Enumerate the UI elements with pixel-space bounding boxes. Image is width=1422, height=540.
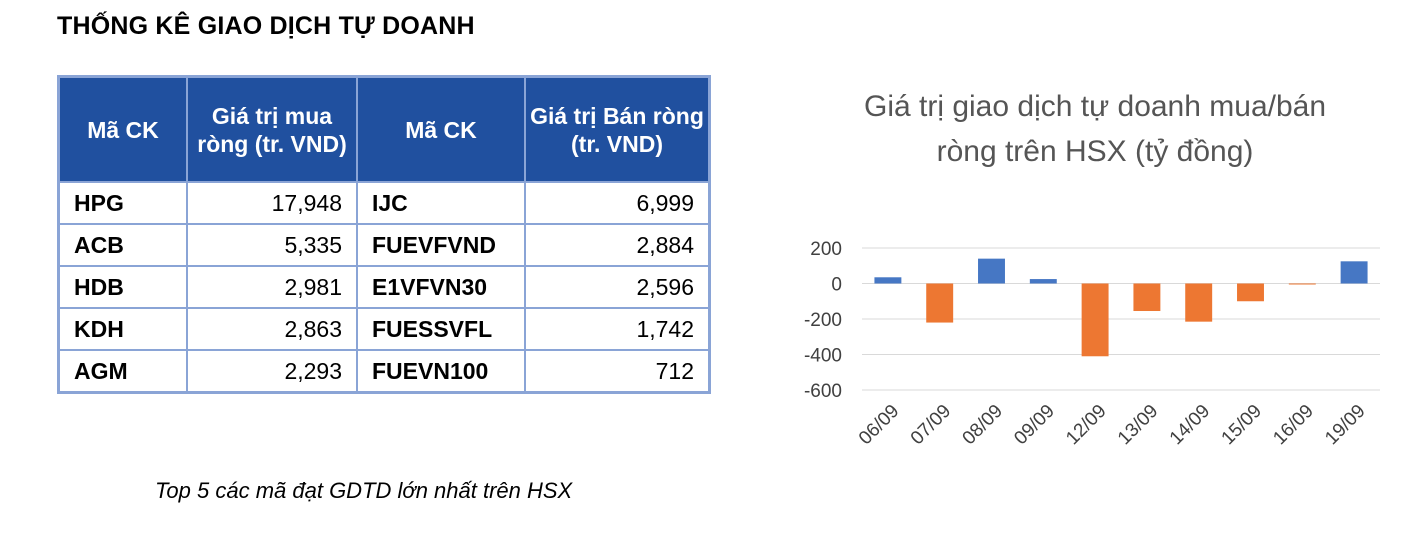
table-cell: 2,293: [186, 349, 358, 394]
bar: [1288, 283, 1316, 285]
x-tick-label: 14/09: [1166, 401, 1214, 449]
x-tick-label: 12/09: [1062, 401, 1110, 449]
y-tick-label: -600: [804, 381, 842, 402]
table-row: HPG 17,948 IJC 6,999: [57, 181, 711, 225]
table-cell: HDB: [57, 265, 188, 309]
x-tick-label: 15/09: [1218, 401, 1266, 449]
column-header-ticker-sell: Mã CK: [356, 75, 526, 183]
table-cell: 17,948: [186, 181, 358, 225]
x-tick-label: 09/09: [1010, 401, 1058, 449]
bar: [1340, 261, 1368, 284]
page-title: THỐNG KÊ GIAO DỊCH TỰ DOANH: [57, 12, 475, 40]
x-tick-label: 13/09: [1114, 401, 1162, 449]
table-cell: IJC: [356, 181, 526, 225]
x-tick-label: 19/09: [1321, 401, 1369, 449]
bar: [1029, 279, 1057, 284]
table-cell: 2,596: [524, 265, 711, 309]
table-cell: 2,884: [524, 223, 711, 267]
x-tick-label: 07/09: [907, 401, 955, 449]
y-tick-label: -200: [804, 310, 842, 331]
column-header-ticker-buy: Mã CK: [57, 75, 188, 183]
bar: [926, 283, 954, 323]
x-tick-label: 06/09: [855, 401, 903, 449]
table-cell: 5,335: [186, 223, 358, 267]
table-cell: 6,999: [524, 181, 711, 225]
table-cell: KDH: [57, 307, 188, 351]
table-row: KDH 2,863 FUESSVFL 1,742: [57, 307, 711, 351]
column-header-net-sell-value: Giá trị Bán ròng (tr. VND): [524, 75, 711, 183]
table-row: ACB 5,335 FUEVFVND 2,884: [57, 223, 711, 267]
y-tick-label: -400: [804, 346, 842, 367]
bar: [1185, 283, 1213, 322]
y-tick-label: 200: [810, 239, 842, 260]
table-cell: FUESSVFL: [356, 307, 526, 351]
table-header-row: Mã CK Giá trị mua ròng (tr. VND) Mã CK G…: [57, 75, 711, 183]
table-cell: AGM: [57, 349, 188, 394]
table-caption: Top 5 các mã đạt GDTD lớn nhất trên HSX: [155, 478, 573, 503]
table-cell: HPG: [57, 181, 188, 225]
bar: [1133, 283, 1161, 312]
table-cell: FUEVFVND: [356, 223, 526, 267]
y-tick-label: 0: [831, 275, 842, 296]
bar: [978, 258, 1005, 284]
chart-title: Giá trị giao dịch tự doanh mua/bán ròng …: [863, 90, 1327, 168]
top-trading-table: Mã CK Giá trị mua ròng (tr. VND) Mã CK G…: [57, 75, 711, 394]
x-tick-label: 08/09: [959, 401, 1007, 449]
table-cell: 2,863: [186, 307, 358, 351]
net-trading-bar-chart: 200 0 -200 -400 -600 06/09 07/09 08/09 09/09 12/0…: [804, 239, 1380, 449]
table-cell: 1,742: [524, 307, 711, 351]
table-row: AGM 2,293 FUEVN100 712: [57, 349, 711, 394]
table-cell: FUEVN100: [356, 349, 526, 394]
table-cell: E1VFVN30: [356, 265, 526, 309]
table-row: HDB 2,981 E1VFVN30 2,596: [57, 265, 711, 309]
table-cell: 712: [524, 349, 711, 394]
bar: [874, 277, 902, 284]
bar: [1237, 283, 1264, 302]
column-header-net-buy-value: Giá trị mua ròng (tr. VND): [186, 75, 358, 183]
bar: [1081, 283, 1109, 357]
table-cell: ACB: [57, 223, 188, 267]
table-cell: 2,981: [186, 265, 358, 309]
x-tick-label: 16/09: [1269, 401, 1317, 449]
